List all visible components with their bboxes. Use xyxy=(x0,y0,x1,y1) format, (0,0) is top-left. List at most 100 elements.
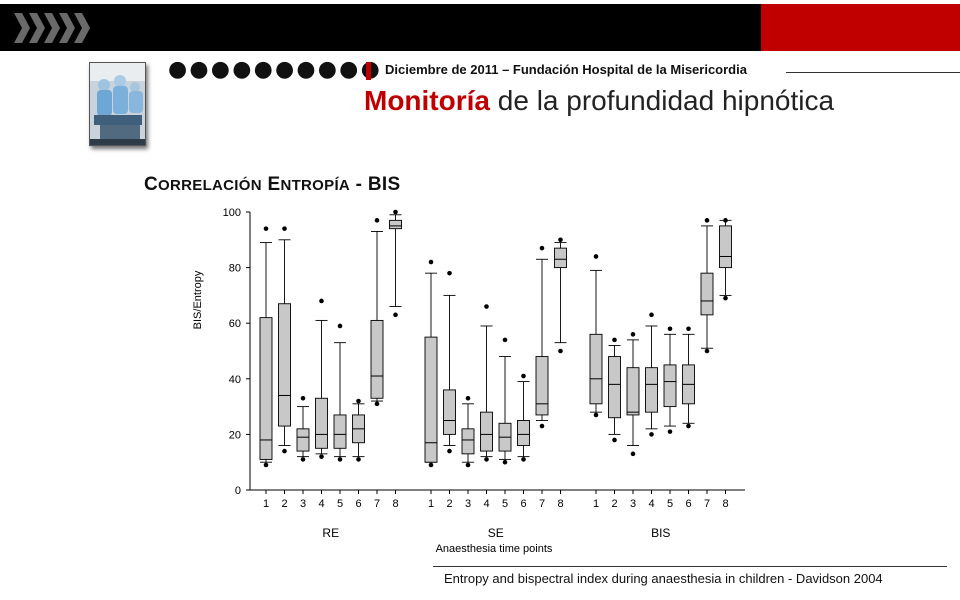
outlier-point xyxy=(393,312,398,318)
x-tick-label: 6 xyxy=(685,498,691,510)
box-iqr xyxy=(278,303,291,427)
outlier-point xyxy=(539,423,545,429)
outlier-point xyxy=(263,226,269,231)
y-tick-label: 40 xyxy=(229,374,241,386)
outlier-point xyxy=(263,462,269,468)
outlier-point xyxy=(723,218,728,223)
box-iqr xyxy=(461,428,475,455)
date-line: Diciembre de 2011 – Fundación Hospital d… xyxy=(385,62,747,77)
outlier-point xyxy=(558,237,563,243)
outlier-point xyxy=(300,395,306,401)
outlier-point xyxy=(704,348,710,354)
chevron-arrows-icon xyxy=(14,13,90,43)
x-tick-label: 6 xyxy=(520,498,526,510)
box-iqr xyxy=(589,333,603,405)
surgery-photo-thumbnail xyxy=(89,62,146,146)
group-label: BIS xyxy=(651,526,670,540)
outlier-point xyxy=(356,398,361,404)
box-iqr xyxy=(259,317,273,460)
box-iqr xyxy=(517,420,530,446)
x-tick-label: 1 xyxy=(263,498,269,510)
x-tick-label: 7 xyxy=(704,498,710,510)
outlier-point xyxy=(374,218,380,223)
outlier-point xyxy=(465,395,471,401)
page-title: Monitoría de la profundidad hipnótica xyxy=(364,85,834,117)
outlier-point xyxy=(630,332,636,337)
y-tick-label: 60 xyxy=(229,318,241,330)
outlier-point xyxy=(502,459,508,465)
outlier-point xyxy=(484,304,489,309)
x-axis-label: Anaesthesia time points xyxy=(436,543,553,555)
outlier-point xyxy=(502,337,508,343)
decorative-dots: ●●●●●●●●●● xyxy=(168,57,382,82)
outlier-point xyxy=(282,448,287,454)
outlier-point xyxy=(521,373,526,379)
outlier-point xyxy=(428,259,434,265)
date-accent-bar xyxy=(366,62,371,80)
outlier-point xyxy=(319,454,324,459)
x-tick-label: 6 xyxy=(355,498,361,510)
box-iqr xyxy=(480,411,493,452)
outlier-point xyxy=(539,245,545,251)
outlier-point xyxy=(593,254,599,259)
title-rest: de la profundidad hipnótica xyxy=(490,85,835,116)
x-tick-label: 5 xyxy=(667,498,673,510)
outlier-point xyxy=(282,226,287,231)
outlier-point xyxy=(465,462,471,468)
y-tick-label: 20 xyxy=(229,429,241,441)
section-subtitle: CORRELACIÓN ENTROPÍA - BIS xyxy=(144,174,400,196)
outlier-point xyxy=(337,323,343,329)
surgery-team-image xyxy=(90,63,145,145)
title-highlight: Monitoría xyxy=(364,85,490,116)
x-tick-label: 1 xyxy=(593,498,599,510)
box-iqr xyxy=(700,272,714,316)
outlier-point xyxy=(558,348,563,354)
outlier-point xyxy=(612,437,617,443)
x-tick-label: 1 xyxy=(428,498,434,510)
x-tick-label: 2 xyxy=(281,498,287,510)
x-tick-label: 4 xyxy=(483,498,489,510)
x-tick-label: 5 xyxy=(502,498,508,510)
subtitle-c: C xyxy=(144,174,159,195)
outlier-point xyxy=(649,312,654,318)
y-tick-label: 100 xyxy=(223,207,241,219)
group-label: RE xyxy=(322,526,339,540)
outlier-point xyxy=(630,451,636,457)
x-tick-label: 3 xyxy=(630,498,636,510)
outlier-point xyxy=(704,218,710,223)
box-iqr xyxy=(296,428,310,452)
box-iqr xyxy=(424,336,438,463)
outlier-point xyxy=(337,457,343,462)
outlier-point xyxy=(667,429,673,434)
x-tick-label: 3 xyxy=(465,498,471,510)
box-iqr xyxy=(535,356,549,416)
x-tick-label: 4 xyxy=(648,498,654,510)
outlier-point xyxy=(447,448,452,454)
outlier-point xyxy=(521,457,526,462)
header-rule xyxy=(786,72,960,73)
caption-rule xyxy=(433,566,947,567)
box-iqr xyxy=(663,364,677,408)
x-tick-label: 7 xyxy=(539,498,545,510)
subtitle-ntropia: NTROPÍA xyxy=(280,177,351,194)
box-iqr xyxy=(554,247,567,269)
subtitle-e: E xyxy=(267,174,281,195)
y-tick-label: 80 xyxy=(229,263,241,275)
box-iqr xyxy=(645,367,658,413)
outlier-point xyxy=(686,326,691,332)
outlier-point xyxy=(667,326,673,332)
outlier-point xyxy=(447,270,452,276)
outlier-point xyxy=(484,457,489,462)
y-axis-label: BIS/Entropy xyxy=(192,270,204,329)
top-banner xyxy=(0,4,960,51)
x-tick-label: 5 xyxy=(337,498,343,510)
outlier-point xyxy=(319,298,324,304)
outlier-point xyxy=(428,462,434,468)
box-iqr xyxy=(315,397,328,449)
x-tick-label: 2 xyxy=(611,498,617,510)
box-iqr xyxy=(443,389,456,435)
x-tick-label: 4 xyxy=(318,498,324,510)
box-iqr xyxy=(608,356,621,419)
x-tick-label: 7 xyxy=(374,498,380,510)
